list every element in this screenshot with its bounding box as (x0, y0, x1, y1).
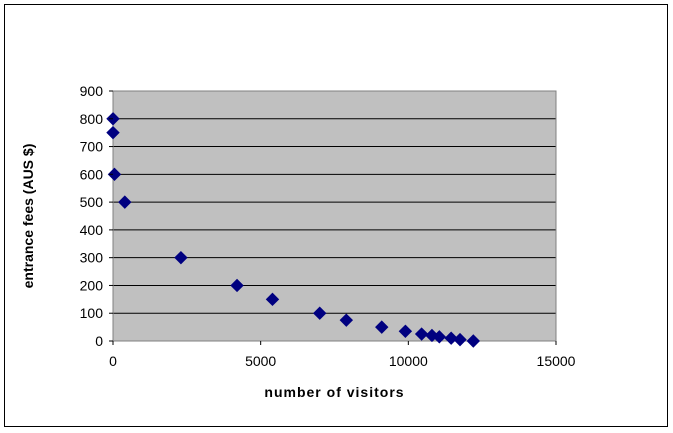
x-tick-label: 15000 (537, 353, 576, 369)
data-point (230, 278, 244, 293)
y-tick-label: 600 (80, 166, 104, 182)
y-axis-title: entrance fees (AUS $) (20, 144, 36, 289)
x-tick-label: 0 (109, 353, 117, 369)
y-tick-label: 400 (80, 222, 104, 238)
data-point (466, 334, 481, 348)
data-point (375, 320, 389, 334)
x-tick-label: 10000 (389, 353, 428, 369)
y-tick-label: 0 (95, 333, 103, 349)
data-point (414, 327, 429, 341)
y-tick-label: 100 (80, 305, 104, 321)
data-point (444, 331, 458, 345)
x-axis-ticks: 0 5000 10000 15000 (109, 341, 576, 369)
x-axis-title: number of visitors (264, 384, 404, 400)
data-point (313, 306, 327, 320)
data-points (106, 112, 481, 348)
x-tick-label: 5000 (245, 353, 276, 369)
plot-background (113, 91, 556, 341)
scatter-chart: 0 100 200 300 400 500 600 700 800 900 0 5000 10000 1… (20, 83, 576, 400)
y-tick-label: 900 (80, 83, 104, 99)
data-point (174, 250, 188, 265)
data-point (432, 330, 447, 344)
y-axis-ticks: 0 100 200 300 400 500 600 700 800 900 (80, 83, 113, 349)
y-tick-label: 800 (80, 111, 104, 127)
y-tick-label: 200 (80, 277, 104, 293)
y-tick-label: 700 (80, 139, 104, 155)
y-tick-label: 300 (80, 250, 104, 266)
chart-area: 0 100 200 300 400 500 600 700 800 900 0 5000 10000 1… (4, 4, 668, 427)
y-tick-label: 500 (80, 194, 104, 210)
data-point (106, 125, 120, 140)
plot-border (112, 90, 557, 342)
data-point (453, 332, 467, 347)
data-point (265, 292, 280, 307)
data-point (398, 324, 413, 338)
plot-area (106, 90, 557, 348)
data-point (107, 167, 122, 182)
data-point (118, 195, 132, 209)
data-point (339, 313, 354, 327)
